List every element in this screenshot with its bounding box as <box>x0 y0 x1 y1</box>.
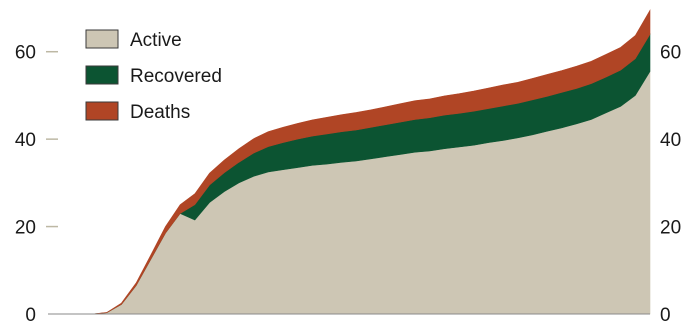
legend-label-active: Active <box>130 30 182 51</box>
y-tick-label-right: 20 <box>660 218 681 239</box>
legend-swatch-active <box>85 29 119 49</box>
series-area-deaths <box>48 9 651 315</box>
area-layer <box>48 9 651 315</box>
y-tick-label-right: 0 <box>660 305 671 322</box>
legend-label-deaths: Deaths <box>130 102 190 123</box>
y-tick-label-right: 40 <box>660 130 681 151</box>
y-tick-label-left: 20 <box>15 218 36 239</box>
legend: Active Recovered Deaths <box>85 29 222 123</box>
y-tick-label-left: 0 <box>25 305 36 322</box>
axes-layer: 0 0 20 20 40 40 60 60 <box>15 43 681 322</box>
y-tick-label-left: 40 <box>15 130 36 151</box>
legend-label-recovered: Recovered <box>130 66 222 87</box>
legend-swatch-recovered <box>85 65 119 85</box>
legend-swatch-deaths <box>85 101 119 121</box>
y-tick-label-left: 60 <box>15 43 36 64</box>
y-tick-label-right: 60 <box>660 43 681 64</box>
